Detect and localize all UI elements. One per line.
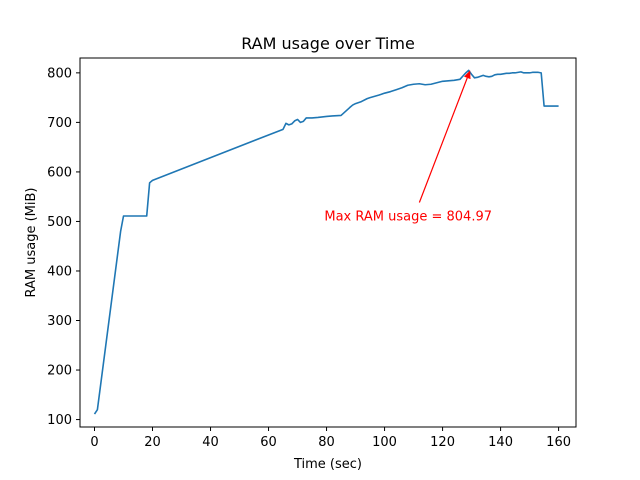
y-tick-label: 500 <box>47 215 72 230</box>
y-tick-label: 800 <box>47 66 72 81</box>
x-tick-label: 100 <box>372 435 397 450</box>
y-axis-ticks: 100 200 300 400 500 600 700 800 <box>47 66 80 428</box>
y-tick-label: 200 <box>47 364 72 379</box>
chart-title: RAM usage over Time <box>241 34 415 53</box>
annotation-text: Max RAM usage = 804.97 <box>324 209 492 224</box>
max-annotation: Max RAM usage = 804.97 <box>324 70 492 224</box>
y-tick-label: 600 <box>47 165 72 180</box>
annotation-arrow-head <box>463 70 471 80</box>
annotation-arrow-shaft <box>418 77 468 203</box>
y-tick-label: 300 <box>47 314 72 329</box>
x-axis-label: Time (sec) <box>293 457 362 472</box>
x-tick-label: 80 <box>318 435 335 450</box>
x-tick-label: 0 <box>90 435 98 450</box>
axes-frame <box>79 57 577 428</box>
x-tick-label: 140 <box>488 435 513 450</box>
x-tick-label: 160 <box>546 435 571 450</box>
y-tick-label: 700 <box>47 116 72 131</box>
y-tick-label: 400 <box>47 264 72 279</box>
y-tick-label: 100 <box>47 413 72 428</box>
x-tick-label: 20 <box>144 435 161 450</box>
series-line-0 <box>93 69 559 415</box>
y-axis-label: RAM usage (MiB) <box>24 188 39 298</box>
x-tick-label: 120 <box>430 435 455 450</box>
x-tick-label: 40 <box>202 435 219 450</box>
x-tick-label: 60 <box>260 435 277 450</box>
x-axis-ticks: 0 20 40 60 80 100 120 140 160 <box>90 427 571 450</box>
plot-area <box>93 69 559 415</box>
